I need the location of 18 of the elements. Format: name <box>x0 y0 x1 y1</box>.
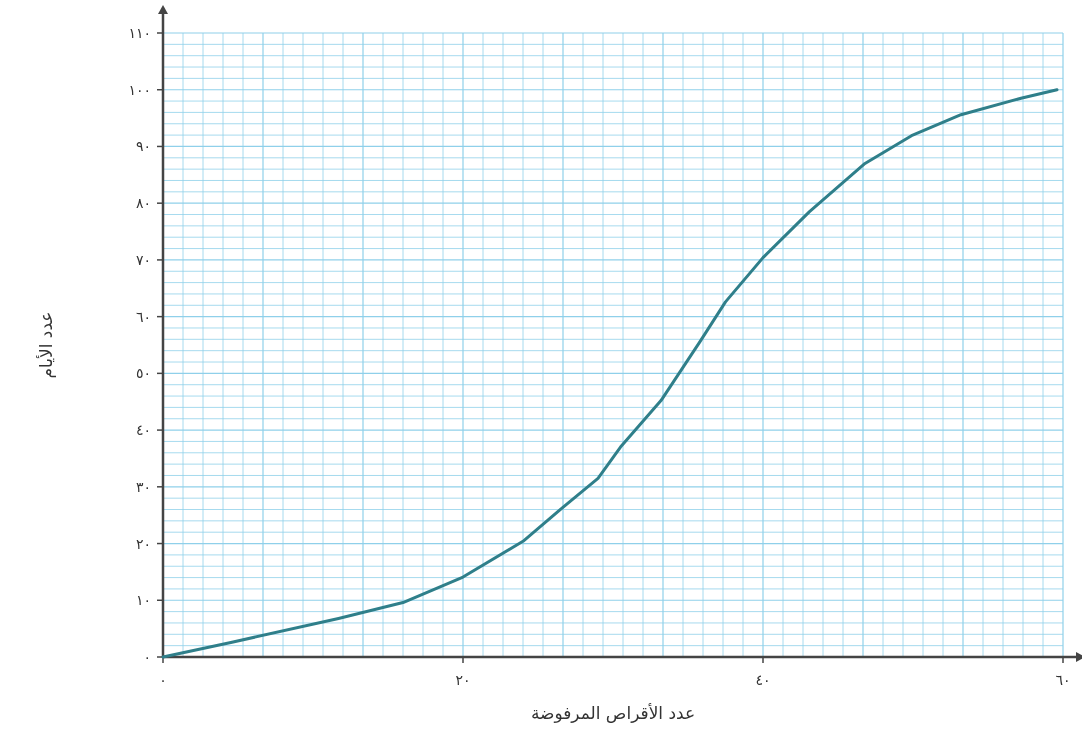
y-tick-label: ٥٠ <box>135 365 151 382</box>
x-axis-title: عدد الأقراص المرفوضة <box>530 703 696 723</box>
y-axis-title: عدد الأيام <box>36 311 56 379</box>
y-tick-label: ٢٠ <box>135 535 151 552</box>
y-tick-label: ٩٠ <box>135 138 151 155</box>
y-tick-label: ٨٠ <box>135 195 151 212</box>
y-tick-label: ٤٠ <box>135 422 151 439</box>
x-tick-label: ٦٠ <box>1055 672 1071 688</box>
x-tick-label: ٢٠ <box>455 672 471 688</box>
y-tick-label: ١٠٠ <box>128 81 151 98</box>
y-tick-label: ٦٠ <box>135 308 151 325</box>
y-tick-label: ٠ <box>143 649 151 665</box>
y-tick-label: ٣٠ <box>135 478 151 495</box>
x-tick-label: ٤٠ <box>755 672 771 688</box>
x-tick-label: ٠ <box>159 672 167 688</box>
y-tick-label: ١٠ <box>135 592 151 609</box>
y-tick-label: ١١٠ <box>128 25 151 41</box>
y-tick-label: ٧٠ <box>135 251 151 268</box>
